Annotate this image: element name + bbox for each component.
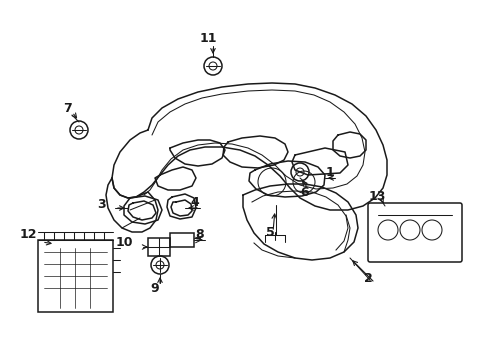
Text: 7: 7 bbox=[63, 102, 72, 114]
Text: 9: 9 bbox=[150, 282, 159, 294]
Bar bbox=[148, 238, 170, 256]
Bar bbox=[38, 240, 113, 312]
Text: 3: 3 bbox=[98, 198, 106, 211]
Text: 5: 5 bbox=[265, 226, 274, 239]
Text: 6: 6 bbox=[300, 186, 309, 199]
Text: 10: 10 bbox=[115, 235, 132, 248]
Text: 1: 1 bbox=[325, 166, 334, 179]
Text: 2: 2 bbox=[363, 271, 372, 284]
Text: 12: 12 bbox=[19, 229, 37, 242]
Text: 4: 4 bbox=[190, 195, 199, 208]
Text: 11: 11 bbox=[199, 31, 216, 45]
Text: 13: 13 bbox=[367, 189, 385, 202]
Text: 8: 8 bbox=[195, 228, 204, 240]
Bar bbox=[170, 233, 194, 247]
